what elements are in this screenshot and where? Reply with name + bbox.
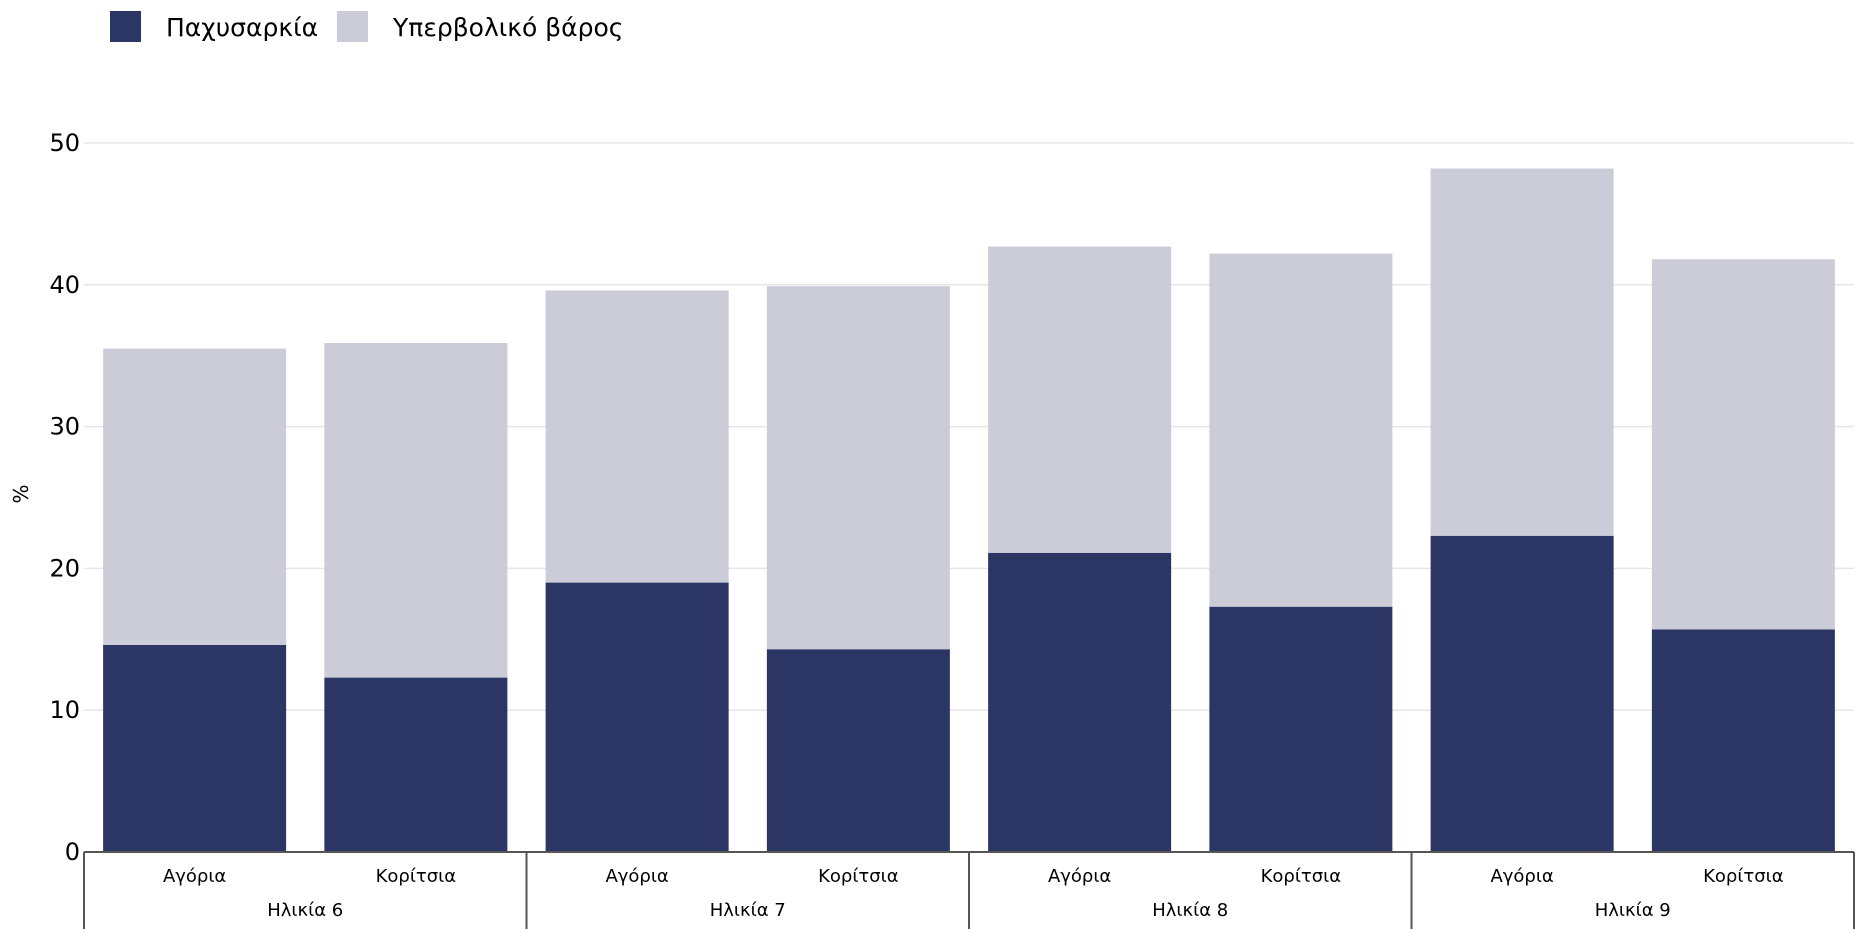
- bar-overweight: [1430, 168, 1614, 536]
- legend-label-obesity: Παχυσαρκία: [166, 13, 318, 42]
- y-axis-ticks: 0 10 20 30 40 50: [49, 129, 80, 866]
- bar-overweight: [324, 342, 508, 678]
- legend: Παχυσαρκία Υπερβολικό βάρος: [110, 11, 623, 42]
- legend-label-overweight: Υπερβολικό βάρος: [392, 13, 623, 42]
- x-group-label: Ηλικία 6: [267, 900, 343, 921]
- bar-obesity: [545, 582, 729, 852]
- bar-obesity: [1209, 606, 1393, 852]
- bar-overweight: [1209, 253, 1393, 607]
- bar-overweight: [1651, 259, 1835, 630]
- x-category-label: Αγόρια: [1048, 866, 1111, 887]
- bar-overweight: [545, 290, 729, 583]
- x-category-label: Αγόρια: [605, 866, 668, 887]
- y-tick-label: 40: [49, 271, 80, 299]
- x-group-label: Ηλικία 8: [1152, 900, 1228, 921]
- x-category-label: Κορίτσια: [1703, 866, 1784, 887]
- y-tick-label: 30: [49, 413, 80, 441]
- bar-overweight: [766, 286, 950, 650]
- bar-overweight: [103, 348, 287, 645]
- y-tick-label: 50: [49, 129, 80, 157]
- x-category-label: Κορίτσια: [1261, 866, 1342, 887]
- y-tick-label: 10: [49, 696, 80, 724]
- x-category-label: Κορίτσια: [818, 866, 899, 887]
- bars: [103, 168, 1835, 852]
- bar-overweight: [988, 246, 1172, 553]
- x-category-label: Κορίτσια: [376, 866, 457, 887]
- bar-obesity: [1430, 535, 1614, 852]
- y-tick-label: 0: [65, 838, 80, 866]
- y-tick-label: 20: [49, 554, 80, 582]
- bar-obesity: [988, 552, 1172, 852]
- bar-obesity: [103, 644, 287, 852]
- bar-obesity: [324, 677, 508, 852]
- bar-obesity: [766, 649, 950, 852]
- x-group-label: Ηλικία 9: [1595, 900, 1671, 921]
- x-axis: Αγόρια Κορίτσια Αγόρια Κορίτσια Αγόρια Κορίτσ…: [83, 851, 1855, 929]
- legend-swatch-obesity: [110, 11, 141, 42]
- legend-swatch-overweight: [337, 11, 368, 42]
- y-axis-title: %: [9, 484, 33, 503]
- bar-obesity: [1651, 629, 1835, 852]
- x-category-label: Αγόρια: [163, 866, 226, 887]
- x-group-label: Ηλικία 7: [710, 900, 786, 921]
- x-category-label: Αγόρια: [1490, 866, 1553, 887]
